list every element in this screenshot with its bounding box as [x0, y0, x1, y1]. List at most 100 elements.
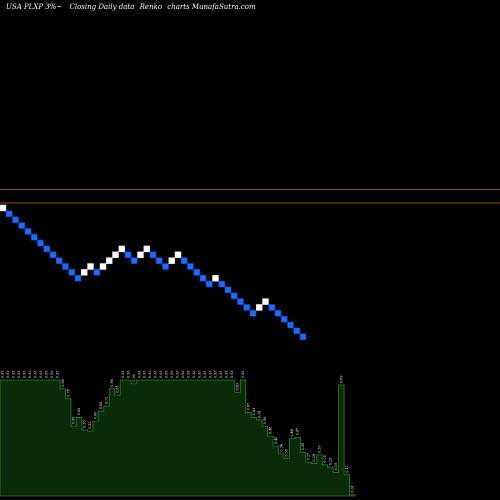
volume-value-label: 0.93 [1, 370, 5, 378]
volume-value-label: 0.93 [50, 370, 54, 378]
renko-brick [62, 263, 69, 270]
volume-value-label: 0.27 [307, 453, 311, 461]
renko-brick [137, 251, 144, 259]
volume-value-label: 0.01 [350, 485, 354, 493]
volume-value-label: 0.26 [312, 454, 316, 462]
renko-brick [274, 310, 282, 317]
volume-labels: 0.93 0.93 0.93 0.93 0.93 0.93 0.93 0.93 0.93 0.93… [1, 370, 355, 492]
volume-value-label: 0.93 [28, 370, 32, 378]
renko-brick [99, 263, 107, 270]
renko-brick [37, 239, 44, 247]
volume-area [0, 379, 356, 497]
volume-value-label: 0.60 [94, 412, 98, 420]
volume-value-label: 0.93 [12, 370, 16, 378]
renko-brick [256, 304, 263, 311]
volume-value-label: 0.93 [55, 370, 59, 378]
volume-value-label: 0.93 [143, 370, 147, 378]
renko-brick [18, 222, 25, 229]
volume-value-label: 0.67 [247, 403, 251, 411]
renko-brick [218, 280, 225, 288]
renko-brick [224, 286, 232, 294]
volume-value-label: 0.93 [23, 370, 27, 378]
renko-brick [31, 234, 38, 241]
volume-value-label: 0.93 [34, 370, 38, 378]
renko-brick [156, 257, 163, 264]
renko-brick [212, 274, 219, 282]
volume-value-label: 0.93 [208, 370, 212, 378]
renko-brick [12, 216, 19, 223]
volume-value-label: 0.72 [105, 397, 109, 405]
renko-brick [124, 251, 132, 259]
renko-brick [168, 257, 175, 264]
volume-value-label: 0.93 [214, 370, 218, 378]
renko-brick [181, 257, 188, 264]
volume-value-label: 0.93 [165, 370, 169, 378]
volume-value-label: 0.93 [181, 370, 185, 378]
volume-value-label: 0.93 [126, 370, 130, 378]
renko-brick [231, 292, 238, 299]
renko-brick [199, 274, 207, 282]
renko-brick [56, 257, 63, 264]
volume-value-label: 0.46 [290, 429, 294, 437]
chart-header: USA PLXP 3%~ Closing Daily data Renko ch… [6, 3, 256, 11]
volume-value-label: 0.48 [268, 427, 272, 435]
volume-value-label: 0.17 [345, 465, 349, 473]
volume-value-label: 0.47 [296, 428, 300, 436]
volume-value-label: 0.93 [17, 370, 21, 378]
volume-value-label: 0.93 [170, 370, 174, 378]
volume-value-label: 0.93 [176, 370, 180, 378]
volume-value-label: 0.30 [285, 449, 289, 457]
volume-value-label: 0.93 [203, 370, 207, 378]
volume-value-label: 0.86 [61, 379, 65, 387]
renko-brick [106, 257, 113, 264]
volume-value-label: 0.93 [148, 370, 152, 378]
renko-brick [6, 210, 13, 218]
volume-value-label: 0.19 [334, 463, 338, 471]
volume-value-label: 0.93 [197, 370, 201, 378]
header-suffix: charts MunafaSutra.com [167, 3, 256, 11]
header-symbol: USA PLXP 3%~ [6, 3, 62, 11]
volume-value-label: 0.93 [230, 370, 234, 378]
renko-brick [43, 245, 50, 253]
renko-brick [287, 321, 294, 329]
renko-brick [293, 327, 300, 335]
volume-value-label: 0.93 [154, 370, 158, 378]
volume-value-label: 0.93 [192, 370, 196, 378]
renko-brick [131, 257, 138, 264]
volume-value-label: 0.33 [318, 445, 322, 453]
volume-value-label: 0.53 [83, 420, 87, 428]
volume-value-label: 0.63 [77, 408, 81, 416]
renko-brick [93, 269, 100, 276]
renko-brick [206, 280, 213, 288]
renko-brick [68, 269, 75, 276]
volume-value-label: 0.86 [110, 379, 114, 387]
volume-value-label: 0.93 [241, 370, 245, 378]
volume-value-label: 0.68 [99, 402, 103, 410]
renko-brick [0, 204, 7, 212]
volume-value-label: 0.56 [263, 417, 267, 425]
volume-value-label: 0.35 [301, 443, 305, 451]
volume-panel [0, 379, 356, 497]
volume-value-label: 0.93 [44, 370, 48, 378]
volume-value-label: 0.56 [72, 417, 76, 425]
volume-value-label: 0.93 [39, 370, 43, 378]
volume-value-label: 0.25 [323, 455, 327, 463]
renko-brick [281, 315, 288, 323]
renko-brick [112, 251, 119, 259]
volume-value-label: 0.93 [219, 370, 223, 378]
renko-brick [193, 269, 200, 276]
renko-brick [24, 228, 32, 235]
volume-value-label: 0.78 [66, 389, 70, 397]
header-description: Closing Daily data [69, 3, 134, 11]
renko-brick [237, 298, 244, 305]
volume-value-label: 0.89 [339, 375, 343, 383]
volume-value-label: 0.93 [137, 370, 141, 378]
renko-brick [174, 251, 182, 259]
volume-value-label: 0.52 [88, 422, 92, 430]
volume-value-label: 0.23 [328, 458, 332, 466]
reference-lines [0, 189, 500, 204]
renko-brick [187, 263, 194, 270]
volume-value-label: 0.93 [121, 370, 125, 378]
volume-value-label: 0.34 [279, 444, 283, 452]
